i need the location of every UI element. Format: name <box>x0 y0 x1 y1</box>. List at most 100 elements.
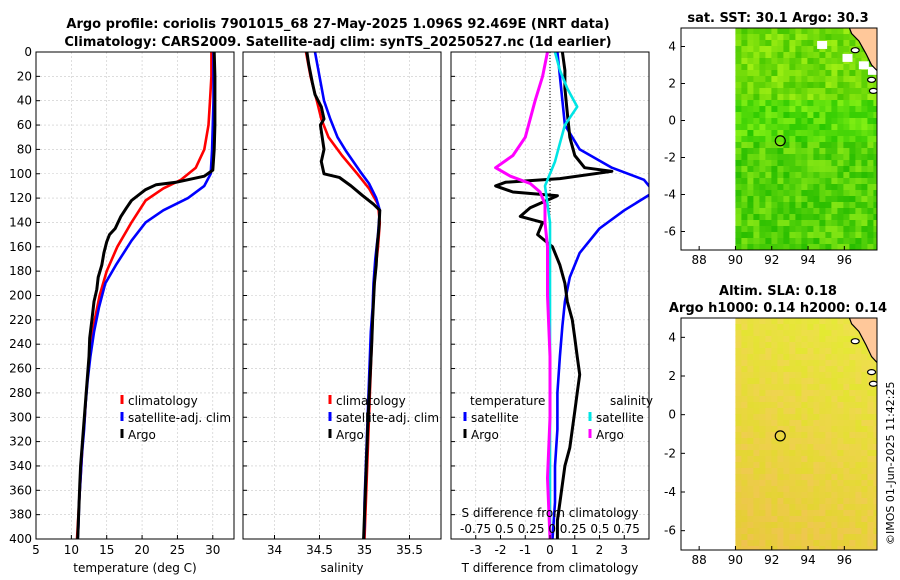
map-cell <box>771 130 778 137</box>
map-cell <box>807 342 814 349</box>
map-cell <box>819 142 826 149</box>
map-cell <box>855 492 862 499</box>
map-cell <box>783 390 790 397</box>
map-cell <box>813 474 820 481</box>
map-cell <box>741 40 748 47</box>
map-cell <box>873 190 877 197</box>
map-cell <box>783 408 790 415</box>
x-tick-label: 90 <box>728 253 743 267</box>
map-cell <box>831 70 838 77</box>
map-cell <box>801 396 808 403</box>
map-cell <box>735 432 742 439</box>
map-cell <box>873 504 877 511</box>
map-cell <box>777 366 784 373</box>
map-cell <box>849 360 856 367</box>
y-tick-label: 2 <box>668 369 676 383</box>
map-cell <box>837 330 844 337</box>
map-cell <box>843 516 850 523</box>
map-cell <box>867 474 874 481</box>
map-cell <box>861 546 868 550</box>
map-cell <box>795 486 802 493</box>
map-cell <box>801 342 808 349</box>
map-cell <box>783 94 790 101</box>
map-cell <box>813 348 820 355</box>
map-cell <box>741 516 748 523</box>
map-cell <box>759 378 766 385</box>
map-cell <box>843 336 850 343</box>
map-cell <box>861 100 868 107</box>
map-cell <box>777 34 784 41</box>
map-cell <box>759 438 766 445</box>
map-cell <box>843 402 850 409</box>
map-cell <box>795 232 802 239</box>
legend-label: satellite-adj. clim <box>336 411 439 425</box>
map-cell <box>783 432 790 439</box>
map-cell <box>735 94 742 101</box>
map-cell <box>747 486 754 493</box>
map-cell <box>819 522 826 529</box>
map-cell <box>735 366 742 373</box>
map-cell <box>741 202 748 209</box>
map-cell <box>765 82 772 89</box>
map-cell <box>807 324 814 331</box>
map-cell <box>843 396 850 403</box>
map-cell <box>837 148 844 155</box>
map-cell <box>837 504 844 511</box>
map-cell <box>801 546 808 550</box>
map-cell <box>771 492 778 499</box>
map-cell <box>861 160 868 167</box>
map-cell <box>831 492 838 499</box>
map-cell <box>837 516 844 523</box>
map-cell <box>849 534 856 541</box>
map-cell <box>843 432 850 439</box>
map-cell <box>747 106 754 113</box>
map-cell <box>825 40 832 47</box>
map-cell <box>747 504 754 511</box>
map-cell <box>843 136 850 143</box>
map-cell <box>819 444 826 451</box>
map-cell <box>747 540 754 547</box>
map-cell <box>819 438 826 445</box>
map-cell <box>765 214 772 221</box>
map-cell <box>741 82 748 89</box>
map-cell <box>855 40 862 47</box>
map-cell <box>801 34 808 41</box>
map-cell <box>807 214 814 221</box>
map-cell <box>855 486 862 493</box>
map-cell <box>831 444 838 451</box>
map-cell <box>783 160 790 167</box>
map-cell <box>771 378 778 385</box>
map-cell <box>765 318 772 325</box>
map-cell <box>777 384 784 391</box>
legend-label: Argo <box>336 428 364 442</box>
x-tick-label: 30 <box>205 543 220 557</box>
map-cell <box>849 52 856 59</box>
map-cell <box>807 510 814 517</box>
map-cell <box>765 238 772 245</box>
map-cell <box>777 342 784 349</box>
map-cell <box>813 366 820 373</box>
map-cell <box>831 504 838 511</box>
map-cell <box>765 354 772 361</box>
map-cell <box>831 130 838 137</box>
map-cell <box>753 438 760 445</box>
map-cell <box>783 396 790 403</box>
map-cell <box>777 402 784 409</box>
map-cell <box>771 414 778 421</box>
map-cell <box>825 118 832 125</box>
y-tick-label: 180 <box>9 264 32 278</box>
map-cell <box>807 172 814 179</box>
map-cell <box>765 540 772 547</box>
map-cell <box>777 118 784 125</box>
map-cell <box>753 366 760 373</box>
map-cell <box>783 516 790 523</box>
map-cell <box>741 106 748 113</box>
map-cell <box>795 154 802 161</box>
map-cell <box>825 378 832 385</box>
map-cell <box>849 330 856 337</box>
map-cell <box>843 378 850 385</box>
island-shape <box>850 47 860 54</box>
map-cell <box>747 52 754 59</box>
map-cell <box>753 178 760 185</box>
map-cell <box>819 232 826 239</box>
